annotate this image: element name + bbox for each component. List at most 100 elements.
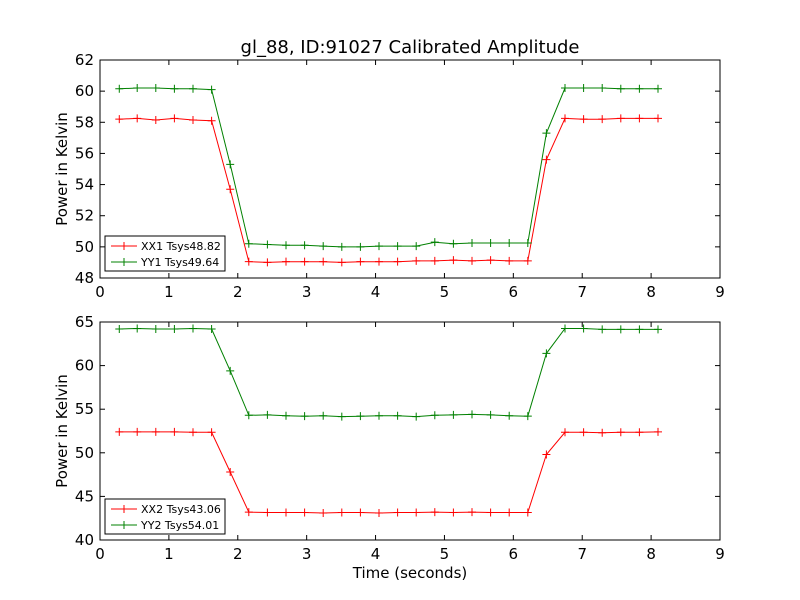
x-tick-label: 3 <box>302 545 312 563</box>
y-tick-label: 62 <box>75 51 94 69</box>
series-line <box>119 87 658 248</box>
data-point <box>561 84 569 93</box>
data-point <box>375 242 383 251</box>
data-point <box>523 256 532 265</box>
data-point <box>523 508 532 517</box>
x-tick-label: 9 <box>715 545 725 563</box>
legend-marker <box>120 242 128 250</box>
data-point <box>616 325 625 334</box>
data-point <box>207 324 216 333</box>
data-point <box>579 324 588 333</box>
data-point <box>579 84 588 93</box>
data-point <box>282 411 290 420</box>
x-tick-label: 7 <box>577 545 587 563</box>
data-point <box>170 84 179 93</box>
data-point <box>486 238 495 247</box>
y-axis-label: Power in Kelvin <box>53 112 71 226</box>
data-point <box>151 427 160 436</box>
data-point <box>505 508 514 517</box>
x-tick-label: 9 <box>715 283 725 301</box>
series-2 <box>115 324 662 421</box>
legend-entry: XX1 Tsys48.82 <box>141 240 221 253</box>
data-point <box>226 160 235 169</box>
data-point <box>244 411 253 420</box>
x-tick-label: 7 <box>577 283 587 301</box>
data-point <box>337 412 346 421</box>
data-point <box>263 240 272 249</box>
data-point <box>375 411 383 420</box>
data-point <box>189 84 197 93</box>
x-tick-label: 4 <box>371 283 381 301</box>
data-point <box>337 242 346 251</box>
data-point <box>226 185 235 194</box>
data-point <box>561 114 569 123</box>
y-tick-label: 60 <box>75 357 94 375</box>
data-point <box>319 411 328 420</box>
legend: XX2 Tsys43.06 YY2 Tsys54.01 <box>104 498 226 535</box>
data-point <box>151 115 160 124</box>
data-point <box>430 411 439 420</box>
data-point <box>542 129 551 138</box>
data-point <box>561 324 569 333</box>
data-point <box>468 410 476 419</box>
data-point <box>468 256 476 265</box>
data-point <box>356 257 365 266</box>
data-point <box>226 366 235 375</box>
data-point <box>579 115 588 124</box>
data-point <box>412 508 421 517</box>
chart-title: gl_88, ID:91027 Calibrated Amplitude <box>241 37 580 58</box>
y-tick-label: 40 <box>75 531 94 549</box>
data-point <box>207 116 216 125</box>
legend-marker <box>120 505 128 513</box>
x-tick-label: 1 <box>164 545 174 563</box>
legend-box <box>104 235 226 272</box>
x-tick-label: 6 <box>509 545 519 563</box>
series-1 <box>115 427 662 517</box>
y-tick-label: 56 <box>75 144 94 162</box>
data-point <box>189 324 197 333</box>
data-point <box>635 428 644 437</box>
y-axis-label: Power in Kelvin <box>53 374 71 488</box>
data-point <box>115 84 124 93</box>
y-tick-label: 60 <box>75 82 94 100</box>
x-tick-label: 2 <box>233 545 243 563</box>
data-point <box>115 324 124 333</box>
y-tick-label: 58 <box>75 113 94 131</box>
y-tick-label: 45 <box>75 487 94 505</box>
data-point <box>300 257 309 266</box>
data-point <box>393 242 402 251</box>
data-point <box>486 256 495 265</box>
data-point <box>393 508 402 517</box>
data-point <box>282 508 290 517</box>
x-tick-label: 3 <box>302 283 312 301</box>
x-tick-label: 8 <box>646 283 656 301</box>
data-point <box>579 428 588 437</box>
data-point <box>115 115 124 124</box>
data-point <box>337 508 346 517</box>
x-tick-label: 6 <box>509 283 519 301</box>
data-point <box>616 428 625 437</box>
data-point <box>412 242 421 251</box>
data-point <box>207 428 216 437</box>
data-point <box>133 114 142 123</box>
data-point <box>449 410 458 419</box>
data-point <box>430 508 439 517</box>
data-point <box>393 257 402 266</box>
x-tick-label: 1 <box>164 283 174 301</box>
data-point <box>635 325 644 334</box>
legend-entry: XX2 Tsys43.06 <box>141 503 221 516</box>
y-tick-label: 50 <box>75 238 94 256</box>
plot-frame <box>99 321 721 541</box>
data-point <box>449 239 458 248</box>
data-point <box>226 467 235 476</box>
data-point <box>282 257 290 266</box>
data-point <box>449 508 458 517</box>
plot-frame <box>99 59 721 279</box>
data-point <box>616 84 625 93</box>
data-point <box>133 84 142 93</box>
data-point <box>300 412 309 421</box>
data-point <box>598 115 607 124</box>
series-2 <box>115 84 662 251</box>
